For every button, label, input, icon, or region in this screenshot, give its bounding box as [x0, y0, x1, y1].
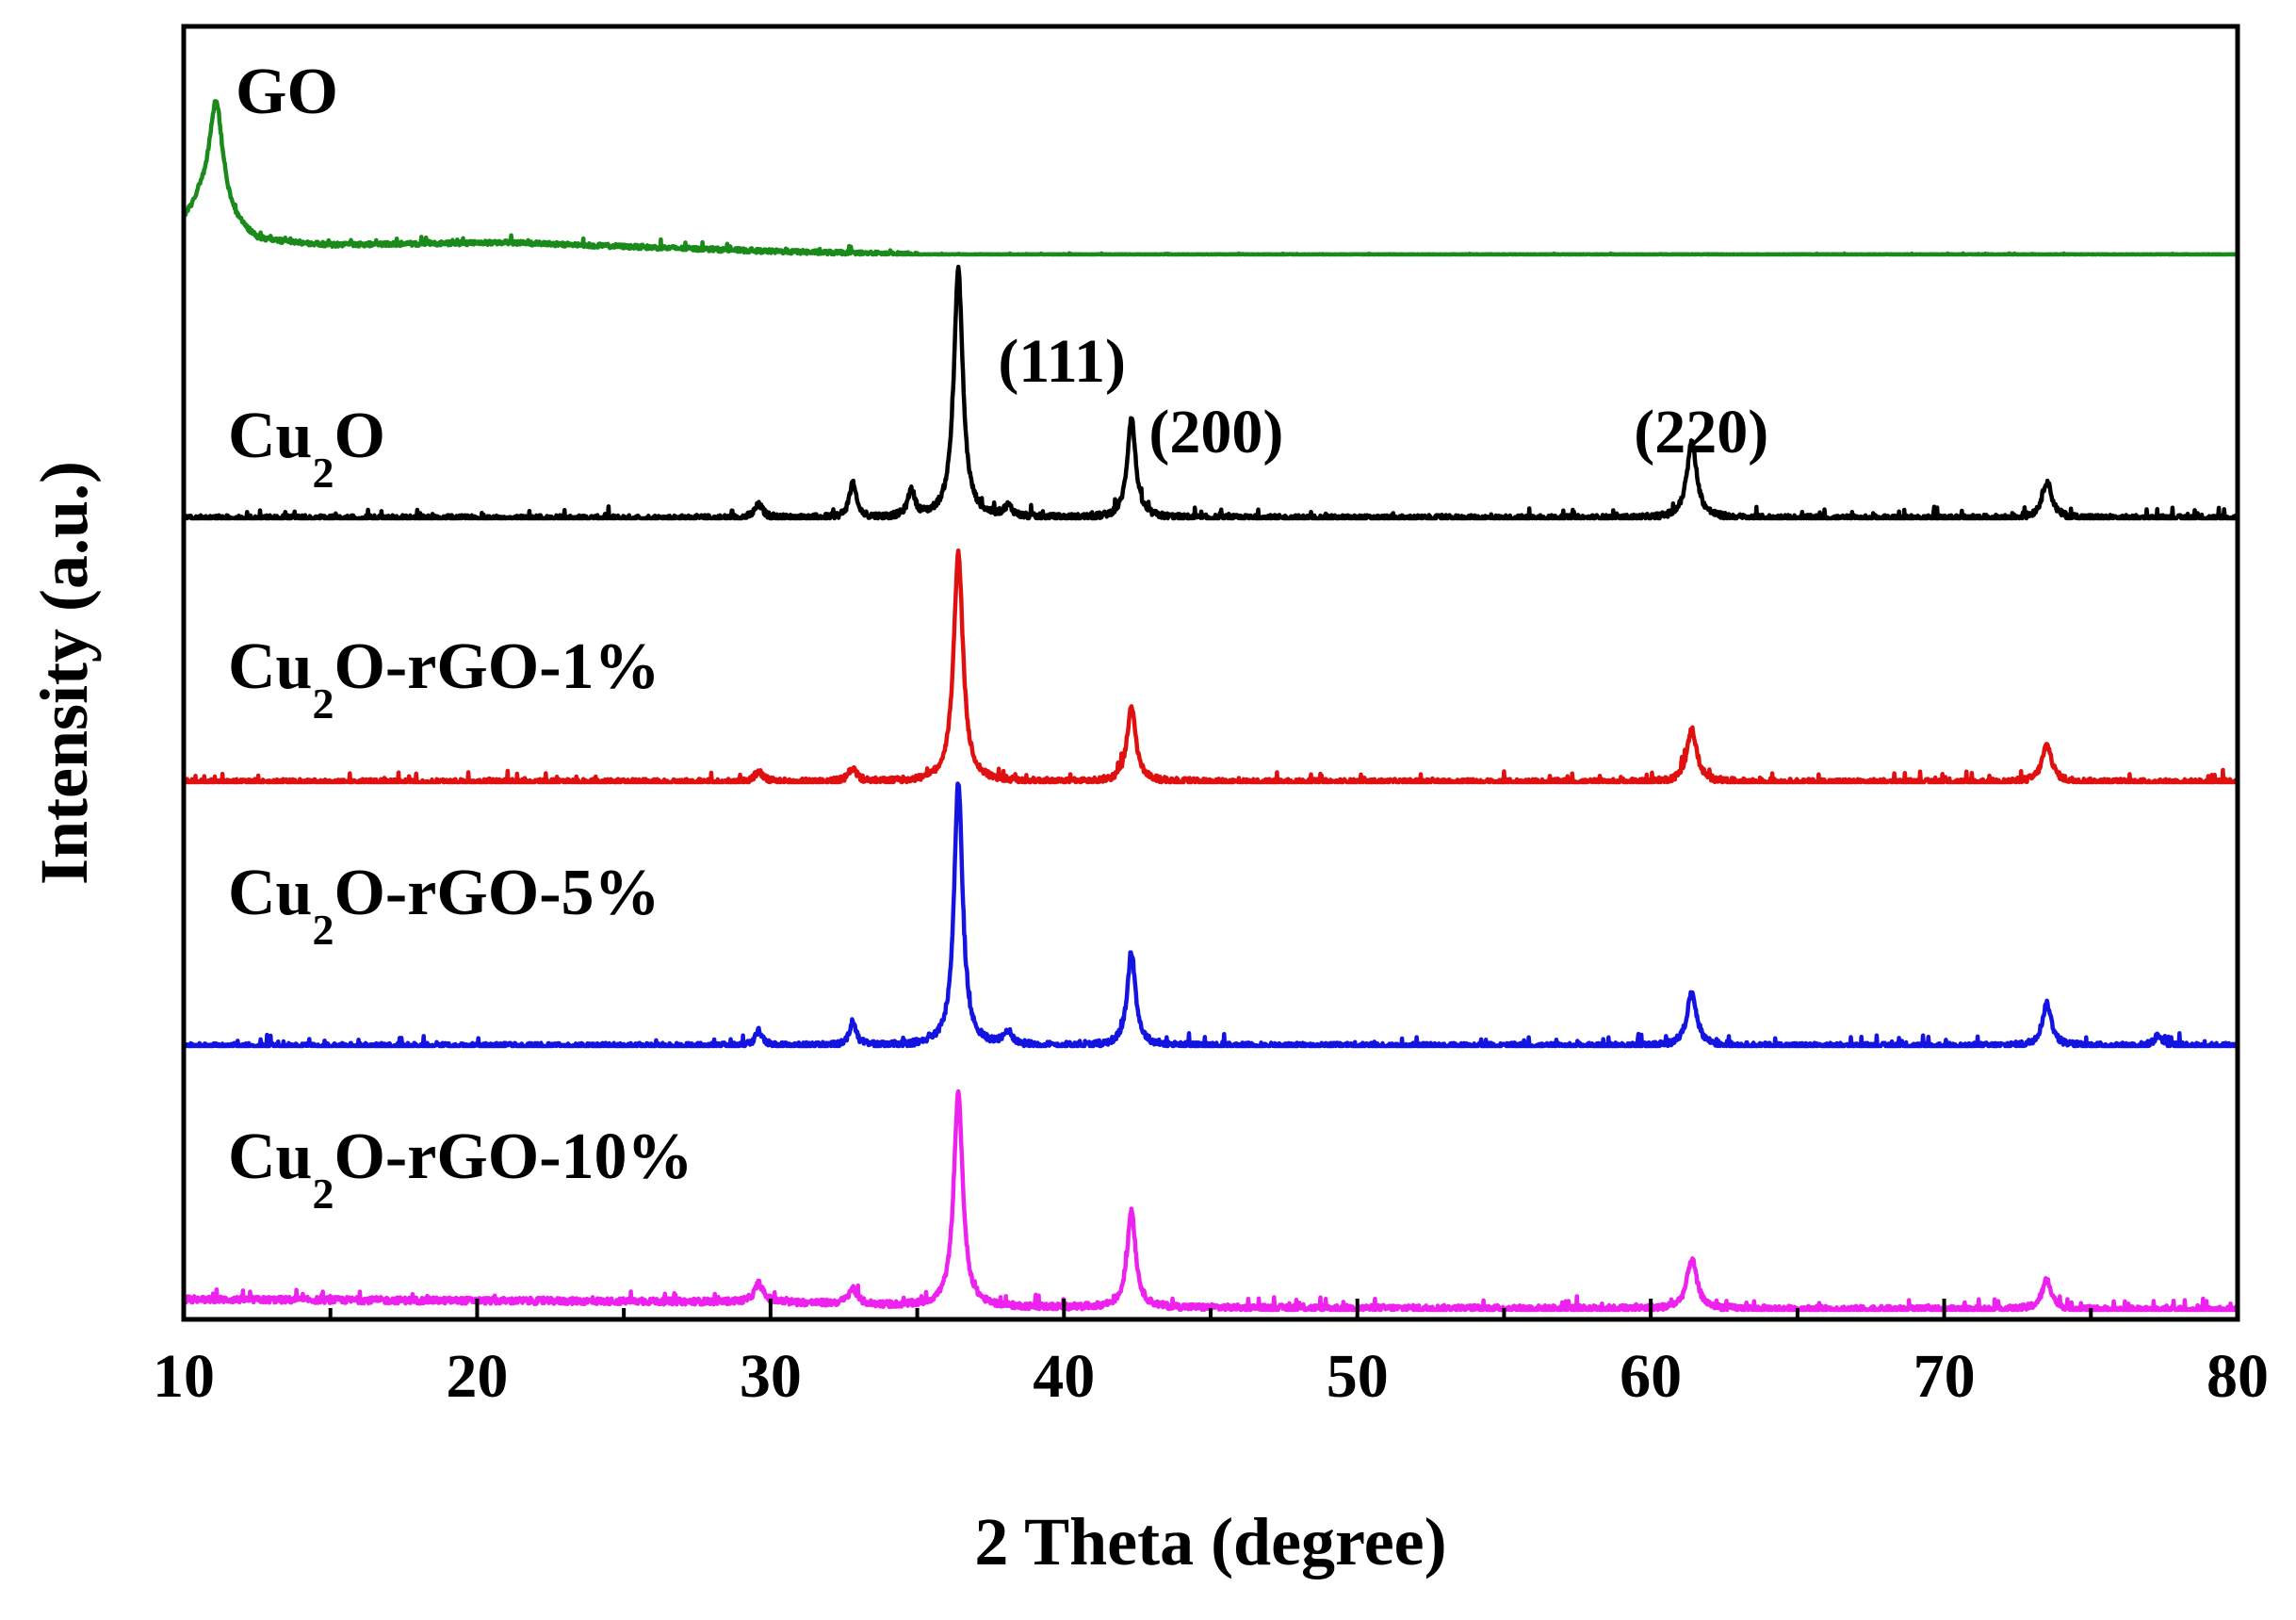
x-tick-label: 20	[446, 1342, 508, 1411]
x-tick-label: 80	[2206, 1342, 2269, 1411]
x-tick-label: 10	[153, 1342, 215, 1411]
series-line-4	[181, 1088, 2240, 1313]
plot-frame	[181, 24, 2240, 1322]
x-axis-title: 2 Theta (degree)	[974, 1504, 1446, 1579]
peak-label-1: (200)	[1148, 398, 1283, 466]
x-tick-label: 50	[1327, 1342, 1389, 1411]
peak-label-0: (111)	[998, 327, 1126, 396]
series-label-3: Cu2O-rGO-5%	[228, 857, 660, 954]
series-line-0	[182, 99, 2239, 257]
series-label-2: Cu2O-rGO-1%	[228, 630, 660, 728]
peak-label-2: (220)	[1634, 398, 1768, 466]
series-label-0: GO	[236, 56, 338, 128]
series-line-3	[181, 781, 2240, 1049]
label-layer: GO Cu2O Cu2O-rGO-1% Cu2O-rGO-5% Cu2O-rGO-10%…	[228, 56, 1768, 1218]
series-line-1	[182, 264, 2239, 521]
x-tick-label: 70	[1913, 1342, 1976, 1411]
series-label-4: Cu2O-rGO-10%	[228, 1121, 693, 1218]
series-line-2	[181, 548, 2239, 785]
series-layer	[181, 99, 2240, 1313]
x-tick-label: 60	[1620, 1342, 1682, 1411]
series-label-1: Cu2O	[228, 400, 385, 497]
y-axis-title: Intensity (a.u.)	[26, 461, 102, 885]
x-tick-label: 30	[740, 1342, 802, 1411]
x-tick-label: 40	[1033, 1342, 1095, 1411]
